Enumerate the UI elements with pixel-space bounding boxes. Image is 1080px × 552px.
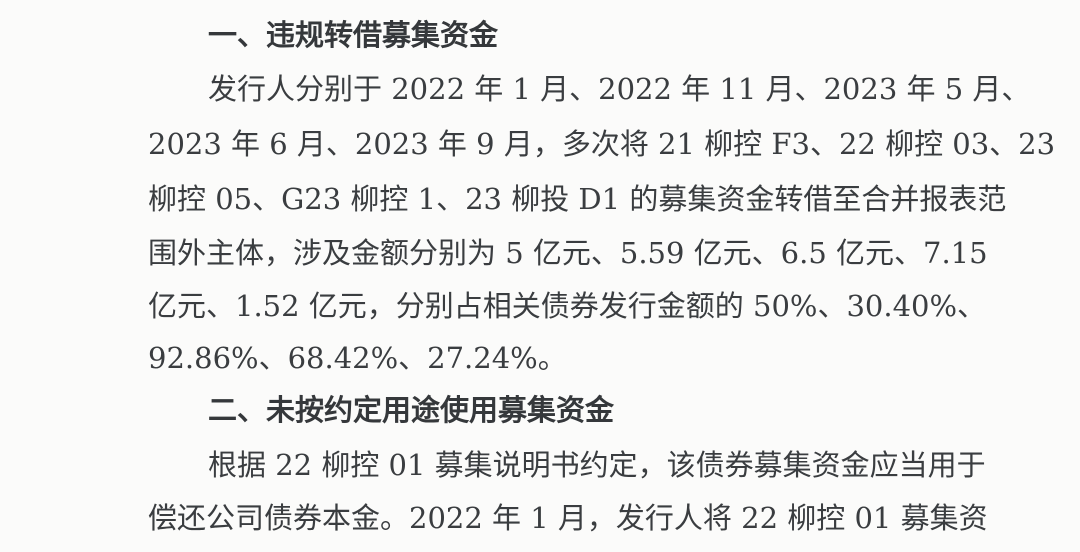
paragraph-line: 92.86%、68.42%、27.24%。 — [148, 341, 567, 375]
paragraph-line: 围外主体，涉及金额分别为 5 亿元、5.59 亿元、6.5 亿元、7.15 — [148, 236, 988, 270]
section-heading: 二、未按约定用途使用募集资金 — [208, 393, 615, 427]
section-heading: 一、违规转借募集资金 — [208, 18, 499, 52]
paragraph-line: 根据 22 柳控 01 募集说明书约定，该债券募集资金应当用于 — [208, 448, 986, 482]
paragraph-line: 发行人分别于 2022 年 1 月、2022 年 11 月、2023 年 5 月… — [208, 72, 1031, 106]
paragraph-line: 2023 年 6 月、2023 年 9 月，多次将 21 柳控 F3、22 柳控… — [148, 127, 1056, 161]
paragraph-line: 偿还公司债券本金。2022 年 1 月，发行人将 22 柳控 01 募集资 — [148, 501, 988, 535]
paragraph-line: 亿元、1.52 亿元，分别占相关债券发行金额的 50%、30.40%、 — [148, 289, 987, 323]
paragraph-line: 柳控 05、G23 柳控 1、23 柳投 D1 的募集资金转借至合并报表范 — [148, 182, 1007, 216]
